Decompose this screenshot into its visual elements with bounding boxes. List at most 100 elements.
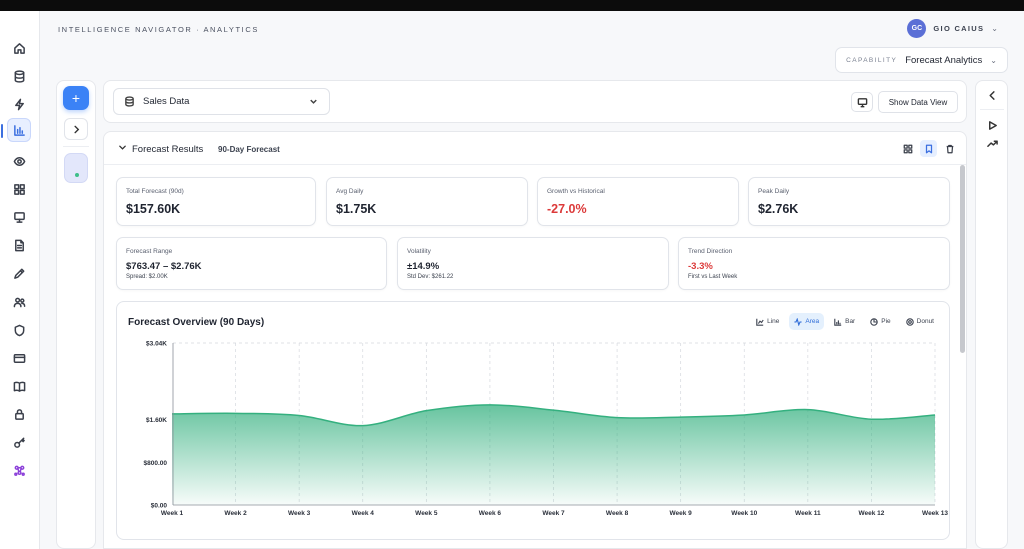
grid-view-button[interactable] (899, 140, 916, 157)
expand-panel-button[interactable] (64, 118, 88, 140)
data-point[interactable] (616, 417, 618, 419)
data-source-select[interactable]: Sales Data (113, 88, 330, 115)
presentation-icon (13, 211, 25, 223)
nav-bar-chart[interactable] (1, 118, 31, 142)
avatar[interactable]: GC (907, 19, 927, 38)
data-point[interactable] (934, 414, 936, 416)
data-point[interactable] (489, 404, 491, 406)
scrollbar[interactable] (960, 165, 965, 548)
bookmark-button[interactable] (920, 140, 937, 157)
pie-chart-icon (870, 317, 878, 326)
nav-users[interactable] (7, 290, 31, 314)
chart-tab-area[interactable]: Area (789, 313, 825, 330)
key-icon (13, 437, 25, 448)
trend-button[interactable] (984, 135, 1000, 151)
divider (980, 109, 1004, 110)
forecast-range-card: Forecast Range $763.47 – $2.76K Spread: … (116, 237, 387, 290)
shield-icon (14, 324, 24, 336)
bookmark-icon (925, 144, 932, 153)
chart-tab-line[interactable]: Line (751, 313, 784, 330)
nav-card[interactable] (7, 346, 31, 370)
nav-key[interactable] (7, 430, 31, 454)
stat-value: $2.76K (758, 202, 799, 216)
app-title: INTELLIGENCE NAVIGATOR · ANALYTICS (58, 25, 259, 34)
nav-grid[interactable] (7, 177, 31, 201)
chart-tab-pie[interactable]: Pie (865, 313, 895, 330)
divider (63, 146, 89, 147)
stat-value: -27.0% (547, 202, 587, 216)
capability-value[interactable]: Forecast Analytics (905, 54, 983, 66)
nav-database[interactable] (7, 64, 31, 88)
document-icon (14, 239, 24, 251)
run-button[interactable] (984, 117, 1000, 133)
session-item[interactable] (64, 153, 88, 183)
chevron-down-icon[interactable]: ⌄ (990, 55, 997, 65)
data-point[interactable] (298, 414, 300, 416)
chevron-down-icon[interactable] (118, 143, 127, 152)
stat-value: $157.60K (126, 202, 181, 216)
capability-label: CAPABILITY (846, 56, 898, 64)
x-tick-label: Week 10 (731, 510, 757, 517)
stat-value: $1.75K (336, 202, 377, 216)
forecast-chart-card: Forecast Overview (90 Days) Line Area Ba… (116, 301, 950, 540)
trending-up-icon (986, 139, 998, 147)
collapse-panel-button[interactable] (984, 87, 1000, 103)
data-point[interactable] (235, 412, 237, 414)
trend-direction-card: Trend Direction -3.3% First vs Last Week (678, 237, 950, 290)
y-tick-label: $800.00 (144, 460, 168, 467)
chart-title: Forecast Overview (90 Days) (128, 317, 265, 328)
stat-card: Avg Daily $1.75K (326, 177, 528, 226)
chart-tab-bar[interactable]: Bar (829, 313, 860, 330)
user-menu[interactable]: GC GIO CAIUS ⌄ (907, 19, 998, 38)
data-point[interactable] (425, 410, 427, 412)
lightning-icon (14, 98, 24, 110)
x-tick-label: Week 2 (224, 510, 247, 517)
show-data-view-button[interactable]: Show Data View (878, 91, 958, 113)
capability-selector[interactable]: CAPABILITY Forecast Analytics ⌄ (835, 47, 1008, 73)
forecast-results-header[interactable]: Forecast Results 90-Day Forecast (104, 132, 966, 165)
monitor-button[interactable] (851, 92, 873, 112)
data-point[interactable] (362, 425, 364, 427)
stat-card: Growth vs Historical -27.0% (537, 177, 739, 226)
molecule-icon (13, 465, 25, 476)
data-point[interactable] (807, 409, 809, 411)
area-fill (172, 404, 935, 505)
stat-note: Std Dev: $261.22 (407, 274, 454, 280)
data-point[interactable] (870, 418, 872, 420)
stat-value: -3.3% (688, 261, 713, 272)
forecast-horizon-label: 90-Day Forecast (218, 145, 280, 154)
home-icon (13, 42, 25, 54)
new-session-button[interactable]: + (63, 86, 89, 110)
pen-icon (13, 268, 24, 279)
nav-shield[interactable] (7, 318, 31, 342)
data-point[interactable] (553, 409, 555, 411)
nav-lock[interactable] (7, 402, 31, 426)
data-point[interactable] (743, 414, 745, 416)
nav-document[interactable] (7, 233, 31, 257)
nav-book[interactable] (7, 374, 31, 398)
delete-button[interactable] (941, 140, 958, 157)
bar-chart-icon (834, 318, 842, 326)
chart-tab-donut[interactable]: Donut (901, 313, 939, 330)
scrollbar-thumb[interactable] (960, 165, 965, 353)
stat-card: Total Forecast (90d) $157.60K (116, 177, 316, 226)
line-chart-icon (756, 318, 764, 326)
users-icon (13, 297, 25, 307)
database-icon (125, 96, 134, 107)
play-icon (988, 120, 997, 130)
x-tick-label: Week 1 (161, 510, 184, 517)
nav-molecule[interactable] (7, 458, 31, 482)
nav-presentation[interactable] (7, 205, 31, 229)
series-line[interactable] (171, 404, 936, 427)
nav-pen[interactable] (7, 261, 31, 285)
chevron-down-icon[interactable]: ⌄ (991, 24, 998, 33)
chart-tab-label: Area (805, 318, 820, 325)
lock-icon (14, 408, 24, 420)
user-name[interactable]: GIO CAIUS (933, 24, 985, 33)
nav-eye[interactable] (7, 149, 31, 173)
data-point[interactable] (680, 416, 682, 418)
card-icon (13, 353, 25, 363)
nav-lightning[interactable] (7, 92, 31, 116)
chevron-left-icon (988, 90, 995, 100)
nav-home[interactable] (7, 36, 31, 60)
